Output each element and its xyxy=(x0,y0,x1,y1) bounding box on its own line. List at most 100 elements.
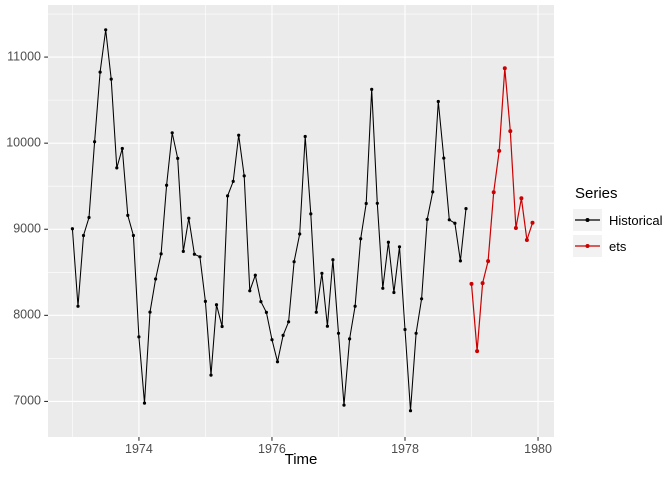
axis-tick-marks xyxy=(44,56,539,441)
series-historical-line xyxy=(71,29,467,411)
data-point xyxy=(320,271,324,275)
data-point xyxy=(148,310,152,314)
data-point xyxy=(126,213,130,217)
data-point xyxy=(497,148,502,153)
data-point xyxy=(436,99,440,104)
data-point xyxy=(342,403,346,407)
legend-key-glyph xyxy=(575,244,600,248)
data-point xyxy=(414,331,418,335)
data-point xyxy=(98,70,102,74)
minor-gridlines xyxy=(48,5,554,437)
data-point xyxy=(447,218,451,222)
data-point xyxy=(142,401,147,405)
x-tick-label: 1976 xyxy=(258,442,286,456)
data-point xyxy=(364,201,368,206)
data-point xyxy=(176,156,180,160)
series-ets-line xyxy=(470,68,534,352)
data-point xyxy=(502,66,507,71)
legend-key-point xyxy=(585,218,590,222)
legend-key-glyph xyxy=(575,218,600,222)
legend-item-ets: ets xyxy=(573,235,662,257)
historical-key-icon xyxy=(573,209,602,231)
data-point xyxy=(93,140,97,144)
data-point xyxy=(270,338,274,342)
legend-label-historical: Historical xyxy=(609,212,663,228)
data-point xyxy=(298,232,302,236)
data-point xyxy=(519,196,524,201)
data-point xyxy=(120,146,124,151)
data-point xyxy=(469,281,474,286)
data-point xyxy=(81,233,86,238)
data-point xyxy=(303,134,307,139)
data-point xyxy=(104,28,108,32)
legend-key-point xyxy=(585,244,590,248)
data-point xyxy=(154,277,158,281)
data-point xyxy=(442,156,446,160)
data-point xyxy=(431,190,435,194)
x-axis-title: Time xyxy=(284,451,318,468)
y-tick-label: 7000 xyxy=(13,393,41,408)
data-point xyxy=(198,255,202,259)
y-tick-label: 10000 xyxy=(6,135,41,150)
data-point xyxy=(264,310,268,314)
data-point xyxy=(314,310,318,314)
data-point xyxy=(386,240,390,244)
data-point xyxy=(226,194,230,198)
data-point xyxy=(464,207,468,211)
data-point xyxy=(486,259,491,264)
data-point xyxy=(192,252,196,256)
data-point xyxy=(420,297,424,301)
data-point xyxy=(292,260,296,264)
data-point xyxy=(458,259,462,263)
data-point xyxy=(359,237,363,241)
major-gridlines xyxy=(48,5,554,437)
data-point xyxy=(209,373,213,377)
data-point xyxy=(475,349,480,354)
data-point xyxy=(331,258,335,262)
data-point xyxy=(253,273,257,277)
x-tick-label: 1978 xyxy=(391,442,419,456)
data-point xyxy=(480,281,485,286)
data-point xyxy=(397,245,402,249)
data-point xyxy=(220,324,224,329)
data-point xyxy=(275,360,280,364)
data-point xyxy=(287,320,291,324)
data-point xyxy=(187,216,191,220)
data-point xyxy=(336,331,341,335)
legend-title: Series xyxy=(575,185,618,202)
y-tick-label: 11000 xyxy=(7,49,41,64)
data-point xyxy=(408,409,413,413)
data-point xyxy=(348,337,352,341)
y-tick-label: 8000 xyxy=(13,307,41,322)
data-point xyxy=(237,133,241,137)
data-point xyxy=(181,249,185,253)
data-point xyxy=(214,303,219,307)
data-point xyxy=(87,215,91,220)
ets-key-icon xyxy=(573,235,602,257)
data-point xyxy=(453,221,457,225)
data-point xyxy=(392,290,396,295)
legend-item-historical: Historical xyxy=(573,209,662,231)
legend: Series Historical ets xyxy=(573,185,662,261)
data-point xyxy=(70,227,74,231)
data-point xyxy=(530,220,535,225)
data-point xyxy=(131,233,135,238)
data-point xyxy=(375,201,379,205)
data-point xyxy=(403,327,407,332)
data-point xyxy=(159,252,163,256)
data-point xyxy=(325,324,329,328)
x-tick-label: 1980 xyxy=(524,442,552,456)
data-point xyxy=(309,212,313,216)
data-point xyxy=(491,190,496,195)
data-point xyxy=(137,335,141,339)
series-ets-points xyxy=(469,66,535,354)
data-point xyxy=(170,131,174,135)
y-tick-label: 9000 xyxy=(13,221,41,236)
legend-label-ets: ets xyxy=(609,238,627,254)
data-point xyxy=(109,77,113,81)
data-point xyxy=(76,304,80,308)
data-point xyxy=(259,300,263,304)
data-point xyxy=(165,183,169,187)
